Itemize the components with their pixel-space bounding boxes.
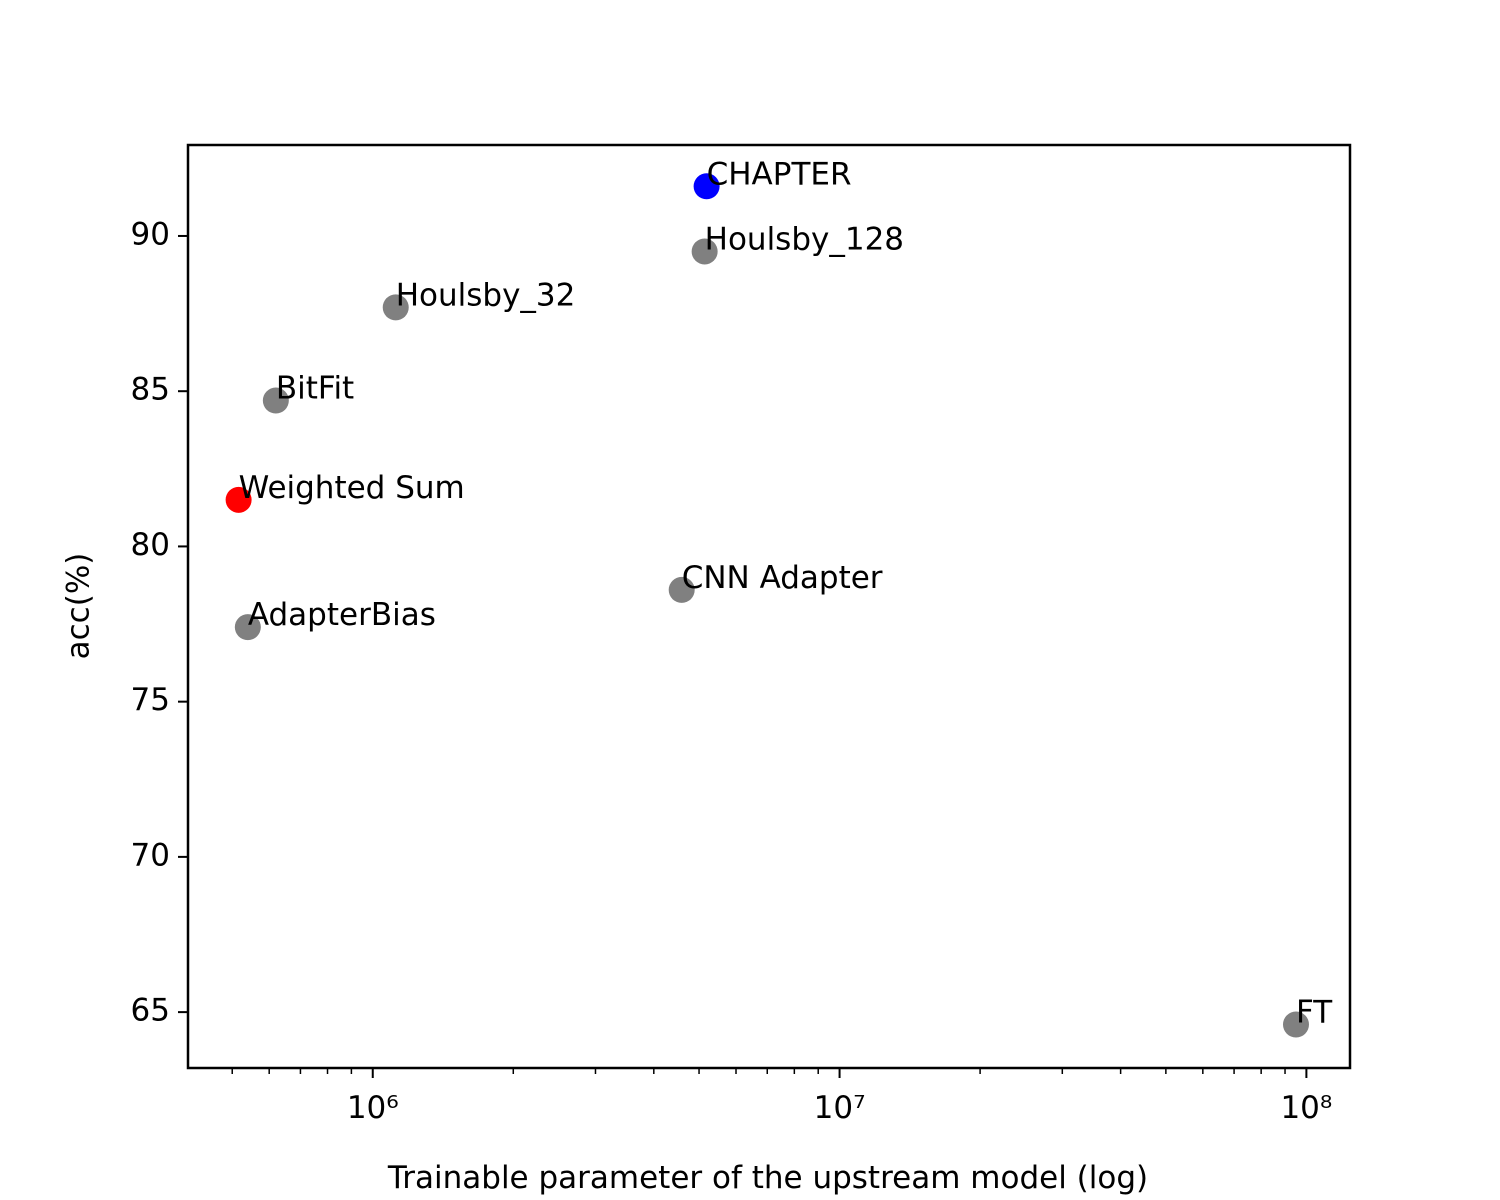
- point-label: AdapterBias: [248, 597, 436, 633]
- plot-frame: [186, 143, 1352, 1070]
- point-label: BitFit: [276, 371, 354, 407]
- y-tick-label: 85: [131, 372, 170, 408]
- point: [693, 173, 720, 200]
- point: [225, 486, 252, 513]
- y-axis-label: acc(%): [61, 553, 97, 660]
- point: [234, 614, 261, 641]
- point: [1282, 1011, 1309, 1038]
- y-tick-label: 75: [131, 682, 170, 718]
- point: [691, 238, 718, 265]
- x-tick-label: 10⁸: [1280, 1090, 1332, 1126]
- point-label: CNN Adapter: [682, 560, 883, 596]
- point-label: Weighted Sum: [239, 470, 465, 506]
- point-label: Houlsby_32: [396, 277, 576, 313]
- y-tick-label: 90: [131, 216, 170, 252]
- y-tick-label: 70: [131, 837, 170, 873]
- x-axis-label: Trainable parameter of the upstream mode…: [387, 1160, 1148, 1196]
- point: [382, 294, 409, 321]
- y-tick-label: 80: [131, 527, 170, 563]
- point-label: Houlsby_128: [705, 221, 904, 257]
- point: [262, 387, 289, 414]
- point-label: FT: [1296, 995, 1333, 1031]
- point-label: CHAPTER: [707, 156, 852, 192]
- x-tick-label: 10⁶: [347, 1090, 399, 1126]
- y-tick-label: 65: [131, 993, 170, 1029]
- point: [668, 576, 695, 603]
- x-tick-label: 10⁷: [814, 1090, 866, 1126]
